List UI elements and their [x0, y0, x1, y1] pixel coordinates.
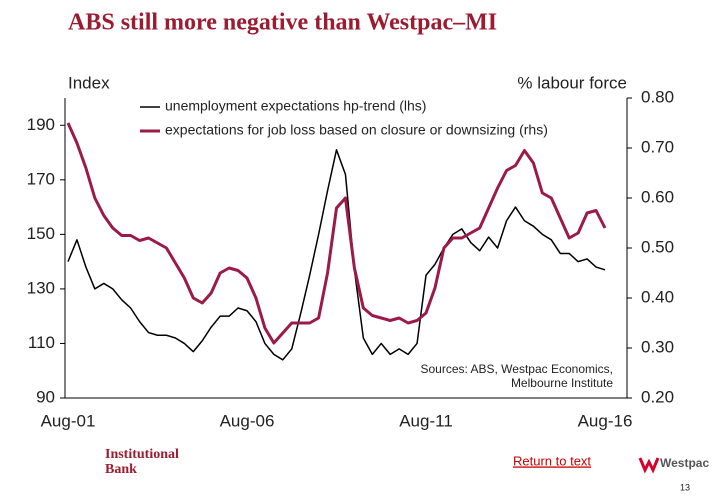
y2-tick-label: 0.40: [641, 287, 674, 306]
annotation: Melbourne Institute: [511, 376, 613, 390]
legend-label: unemployment expectations hp-trend (lhs): [165, 98, 426, 114]
series-line: [66, 122, 607, 345]
chart-title: ABS still more negative than Westpac–MI: [68, 10, 497, 36]
y2-tick-label: 0.50: [641, 237, 674, 256]
y-axis-label: Index: [68, 73, 110, 92]
y2-axis-label: % labour force: [517, 73, 627, 92]
logo-mark: [638, 457, 660, 474]
y-tick-label: 170: [27, 169, 55, 188]
x-tick-label: Aug-11: [399, 411, 453, 430]
brand: Bank: [105, 462, 137, 477]
y2-tick-label: 0.60: [641, 187, 674, 206]
y2-tick-label: 0.30: [641, 337, 674, 356]
logo: Westpac: [660, 456, 709, 470]
return-link[interactable]: Return to text: [513, 453, 591, 468]
y-tick-label: 90: [36, 387, 55, 406]
x-tick-label: Aug-16: [578, 411, 633, 430]
y2-tick-label: 0.80: [641, 87, 674, 106]
page-number: 13: [680, 482, 690, 492]
annotation: Sources: ABS, Westpac Economics,: [420, 362, 613, 376]
y-tick-label: 190: [27, 115, 55, 134]
legend-label: expectations for job loss based on closu…: [165, 122, 548, 138]
y2-tick-label: 0.20: [641, 387, 674, 406]
y-tick-label: 150: [27, 224, 55, 243]
brand: Institutional: [105, 447, 179, 462]
x-tick-label: Aug-06: [220, 411, 275, 430]
y-tick-label: 130: [27, 278, 55, 297]
y-tick-label: 110: [28, 333, 55, 352]
series-line: [67, 149, 606, 361]
y2-tick-label: 0.70: [641, 137, 674, 156]
x-tick-label: Aug-01: [41, 411, 96, 430]
